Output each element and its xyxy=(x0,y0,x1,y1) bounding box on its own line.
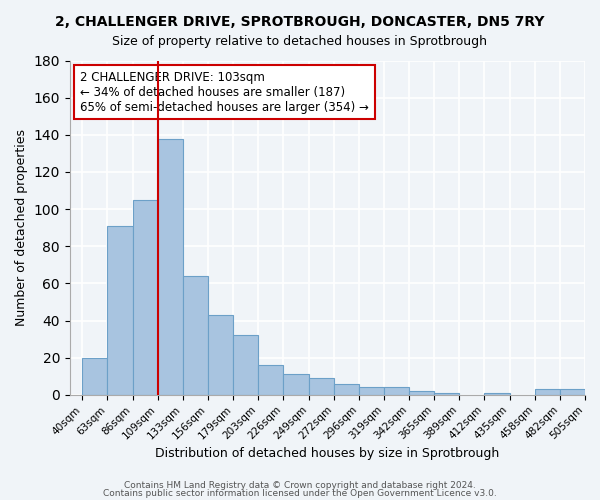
Bar xyxy=(434,393,460,395)
Bar xyxy=(258,365,283,395)
Bar xyxy=(409,391,434,395)
Bar xyxy=(334,384,359,395)
Bar xyxy=(82,358,107,395)
Bar xyxy=(133,200,158,395)
Text: Size of property relative to detached houses in Sprotbrough: Size of property relative to detached ho… xyxy=(113,35,487,48)
Bar xyxy=(359,388,384,395)
Bar xyxy=(384,388,409,395)
Bar xyxy=(107,226,133,395)
Bar xyxy=(158,138,183,395)
Bar xyxy=(208,315,233,395)
Text: 2 CHALLENGER DRIVE: 103sqm
← 34% of detached houses are smaller (187)
65% of sem: 2 CHALLENGER DRIVE: 103sqm ← 34% of deta… xyxy=(80,70,369,114)
Bar xyxy=(233,336,258,395)
Bar xyxy=(183,276,208,395)
X-axis label: Distribution of detached houses by size in Sprotbrough: Distribution of detached houses by size … xyxy=(155,447,500,460)
Text: 2, CHALLENGER DRIVE, SPROTBROUGH, DONCASTER, DN5 7RY: 2, CHALLENGER DRIVE, SPROTBROUGH, DONCAS… xyxy=(55,15,545,29)
Bar xyxy=(283,374,308,395)
Bar xyxy=(560,390,585,395)
Bar xyxy=(484,393,509,395)
Text: Contains public sector information licensed under the Open Government Licence v3: Contains public sector information licen… xyxy=(103,488,497,498)
Bar xyxy=(535,390,560,395)
Text: Contains HM Land Registry data © Crown copyright and database right 2024.: Contains HM Land Registry data © Crown c… xyxy=(124,481,476,490)
Bar xyxy=(308,378,334,395)
Y-axis label: Number of detached properties: Number of detached properties xyxy=(15,129,28,326)
